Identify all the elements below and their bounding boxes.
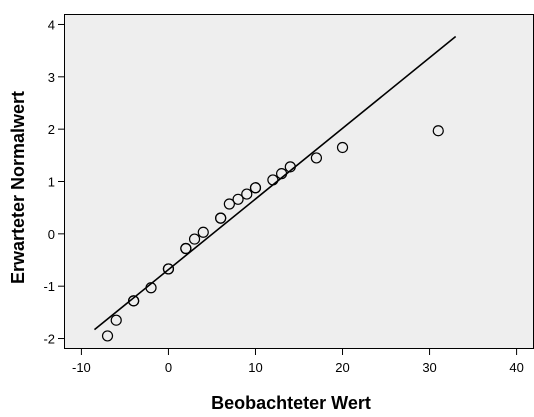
data-point: [241, 188, 253, 200]
y-tick-label: -1: [43, 279, 55, 294]
data-point: [284, 161, 296, 173]
data-point: [275, 168, 288, 180]
data-point: [336, 141, 349, 154]
x-tick-label: 20: [335, 360, 349, 375]
y-tick-label: 3: [48, 70, 55, 85]
x-tick-label: -10: [72, 360, 91, 375]
data-point: [232, 193, 244, 205]
data-point: [197, 226, 209, 238]
plot-area: [64, 14, 534, 349]
data-point: [249, 182, 262, 194]
y-tick-label: -2: [43, 332, 55, 347]
data-point: [162, 263, 175, 275]
y-tick-label: 1: [48, 175, 55, 190]
y-tick-label: 0: [48, 227, 55, 242]
x-tick-label: 40: [509, 360, 523, 375]
x-tick-label: 0: [165, 360, 172, 375]
y-axis-title: Erwarteter Normalwert: [8, 91, 28, 284]
reference-line: [93, 35, 457, 331]
y-tick-label: 2: [48, 122, 55, 137]
data-point: [128, 295, 140, 307]
data-point: [215, 212, 227, 224]
data-point: [432, 125, 444, 137]
x-axis-title: Beobachteter Wert: [211, 393, 371, 413]
data-point: [310, 152, 323, 164]
data-point: [101, 330, 114, 342]
y-tick-label: 4: [48, 17, 55, 32]
x-tick-label: 10: [248, 360, 262, 375]
x-tick-label: 30: [422, 360, 436, 375]
data-point: [188, 233, 201, 245]
points-layer: [101, 125, 444, 342]
data-point: [110, 314, 122, 326]
data-point: [145, 282, 157, 294]
y-axis: -2 -1 0 1 2 3 4: [43, 17, 64, 347]
data-point: [180, 242, 192, 255]
x-axis: -10 0 10 20 30 40: [72, 349, 524, 375]
data-point: [267, 174, 279, 186]
data-point: [223, 198, 235, 210]
